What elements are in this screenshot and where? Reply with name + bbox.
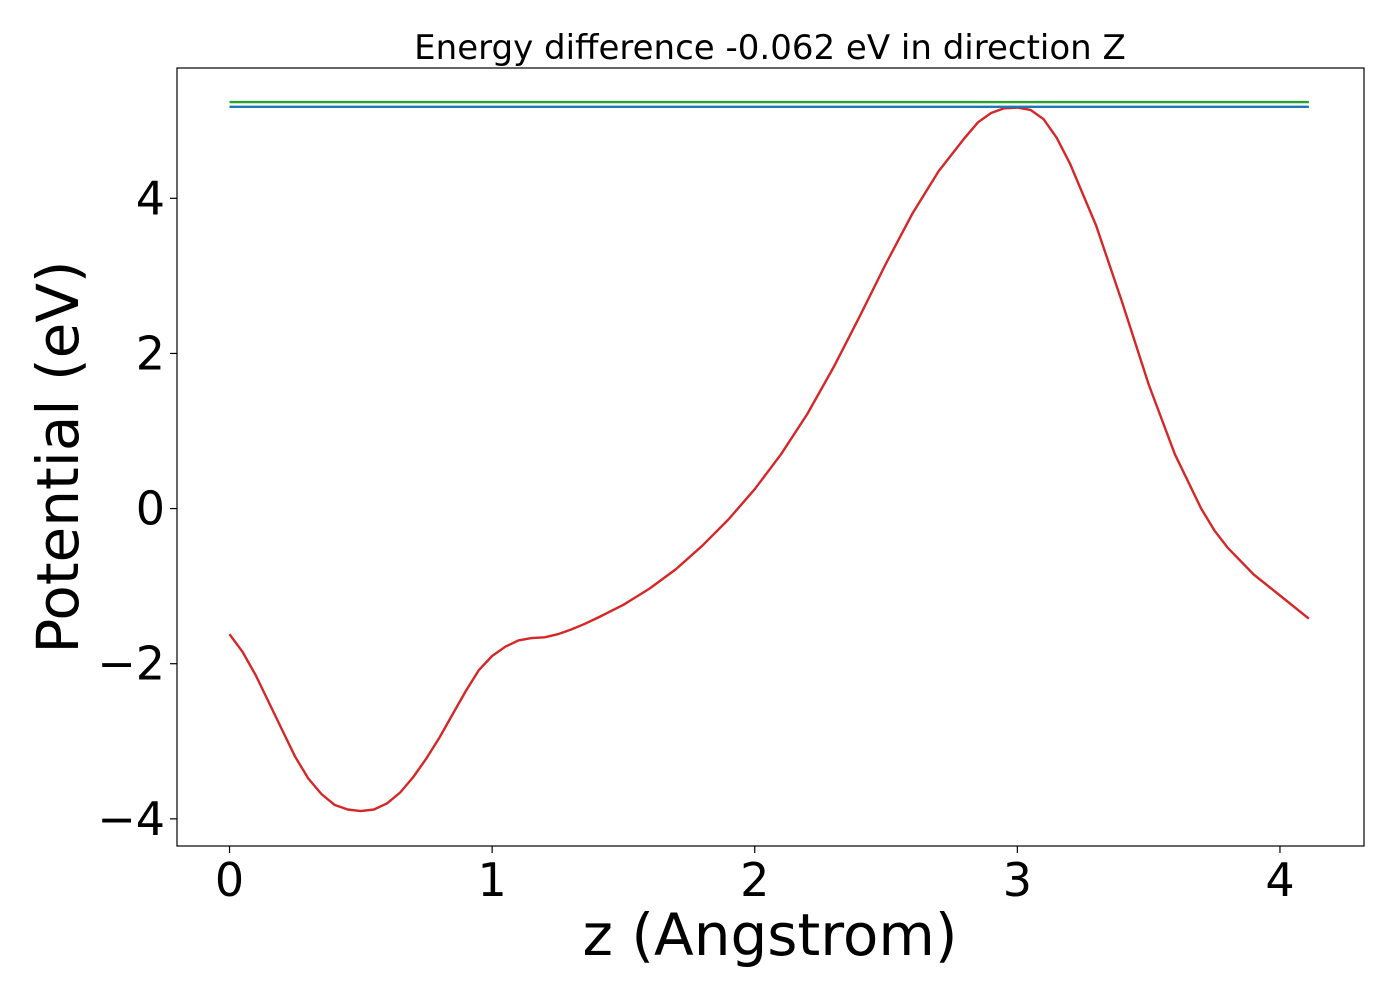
y-tick-label: 4 — [136, 171, 165, 225]
series-layer — [228, 100, 1310, 813]
series-line-0 — [228, 106, 1310, 813]
x-axis-label: z (Angstrom) — [583, 901, 958, 969]
y-tick-label: 2 — [136, 326, 165, 380]
x-tick-label: 4 — [1265, 853, 1294, 907]
plot-frame — [176, 67, 1365, 847]
x-tick-label: 0 — [215, 853, 244, 907]
x-tick-label: 2 — [740, 853, 769, 907]
y-tick-label: −4 — [97, 792, 165, 846]
y-axis: −4 −2 0 2 4 — [97, 171, 177, 846]
x-axis: 0 1 2 3 4 — [215, 846, 1295, 907]
y-tick-label: 0 — [136, 482, 165, 536]
chart-title: Energy difference -0.062 eV in direction… — [414, 28, 1126, 68]
y-tick-label: −2 — [97, 637, 165, 691]
y-axis-label: Potential (eV) — [24, 260, 92, 653]
x-tick-label: 1 — [477, 853, 506, 907]
x-tick-label: 3 — [1003, 853, 1032, 907]
